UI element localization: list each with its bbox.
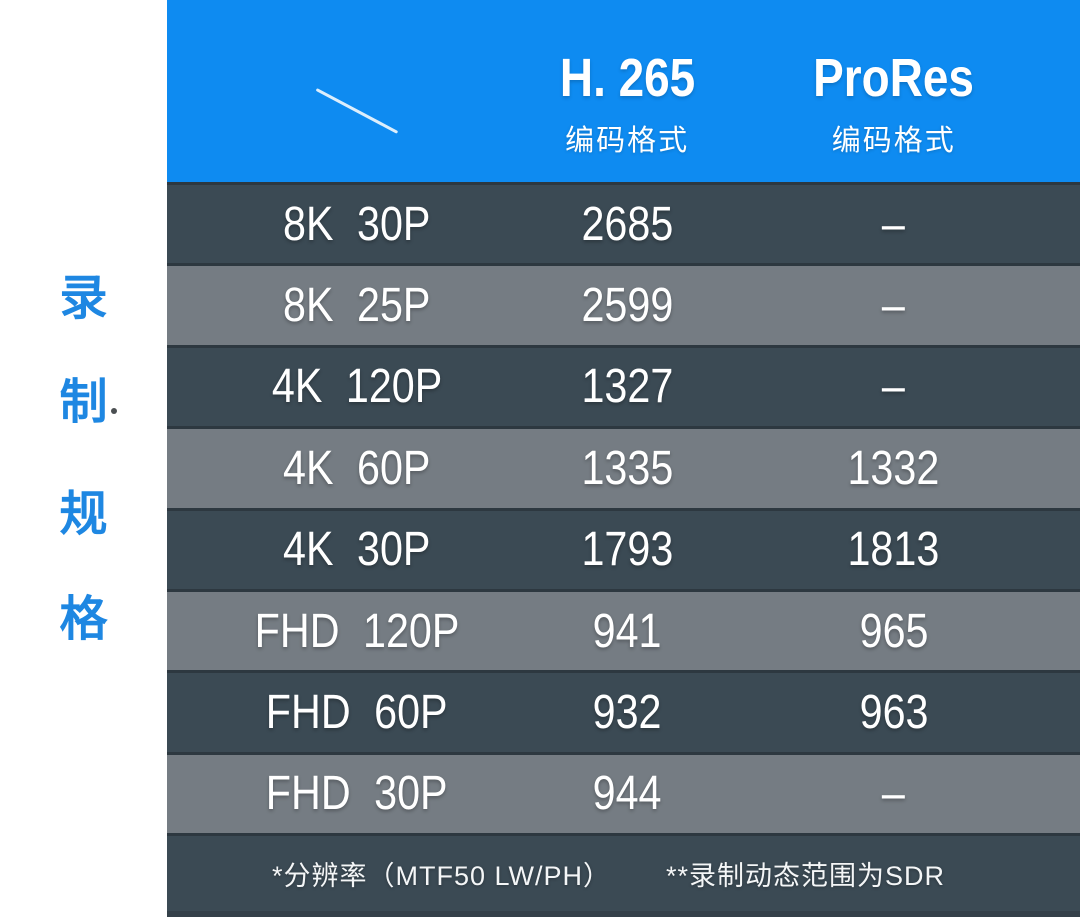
column-header-prores: ProRes 编码格式 <box>707 0 1080 182</box>
codec-title: H. 265 <box>559 48 695 108</box>
h265-value: 2685 <box>581 197 674 251</box>
h265-value: 932 <box>592 685 662 739</box>
diagonal-divider-line <box>315 88 399 134</box>
prores-value: 963 <box>859 685 929 739</box>
h265-value: 1335 <box>581 441 674 495</box>
table-footnotes: *分辨率（MTF50 LW/PH） **录制动态范围为SDR <box>167 833 1080 917</box>
h265-value: 944 <box>592 767 662 821</box>
column-header-h265: H. 265 编码格式 <box>547 0 708 182</box>
prores-value: – <box>882 197 906 251</box>
footnote-dynamic-range: **录制动态范围为SDR <box>666 861 946 891</box>
prores-value: – <box>882 279 906 333</box>
table-row: FHD 60P 932 963 <box>167 670 1080 752</box>
table-row: FHD 30P 944 – <box>167 751 1080 833</box>
spec-label: FHD 60P <box>266 685 448 739</box>
codec-subtitle: 编码格式 <box>831 125 956 157</box>
table-row: 4K 120P 1327 – <box>167 344 1080 427</box>
stray-dot <box>111 408 117 414</box>
prores-value: 1332 <box>847 441 940 495</box>
prores-value: – <box>882 360 906 414</box>
table-row: 8K 25P 2599 – <box>167 263 1080 345</box>
codec-title: ProRes <box>813 48 975 108</box>
prores-value: – <box>882 767 906 821</box>
vertical-title-char: 制 <box>59 376 108 429</box>
table-body: 8K 30P 2685 – 8K 25P 2599 – 4K 120P 1327… <box>167 182 1080 833</box>
spec-label: 4K 30P <box>283 523 431 577</box>
sidebar-vertical-title: 录 制 规 格 <box>0 0 167 917</box>
h265-value: 1327 <box>581 360 674 414</box>
h265-value: 2599 <box>581 279 674 333</box>
table-header: H. 265 编码格式 ProRes 编码格式 <box>167 0 1080 182</box>
prores-value: 965 <box>859 604 929 658</box>
spec-label: FHD 120P <box>254 604 460 658</box>
prores-value: 1813 <box>847 523 940 577</box>
vertical-title-char: 规 <box>59 488 108 541</box>
table-row: 4K 60P 1335 1332 <box>167 426 1080 508</box>
footnote-resolution: *分辨率（MTF50 LW/PH） <box>272 861 612 891</box>
vertical-title-char: 格 <box>59 593 108 646</box>
h265-value: 941 <box>592 604 662 658</box>
spec-label: 4K 120P <box>271 360 443 414</box>
spec-label: 8K 30P <box>283 197 431 251</box>
codec-subtitle: 编码格式 <box>565 125 690 157</box>
table-row: FHD 120P 941 965 <box>167 588 1080 671</box>
spec-label: FHD 30P <box>266 767 448 821</box>
table-row: 8K 30P 2685 – <box>167 182 1080 264</box>
table-row: 4K 30P 1793 1813 <box>167 507 1080 589</box>
vertical-title-char: 录 <box>59 272 108 325</box>
h265-value: 1793 <box>581 523 674 577</box>
spec-label: 4K 60P <box>283 441 431 495</box>
spec-table: H. 265 编码格式 ProRes 编码格式 8K 30P 2685 – 8K… <box>167 0 1080 917</box>
spec-label: 8K 25P <box>283 279 431 333</box>
